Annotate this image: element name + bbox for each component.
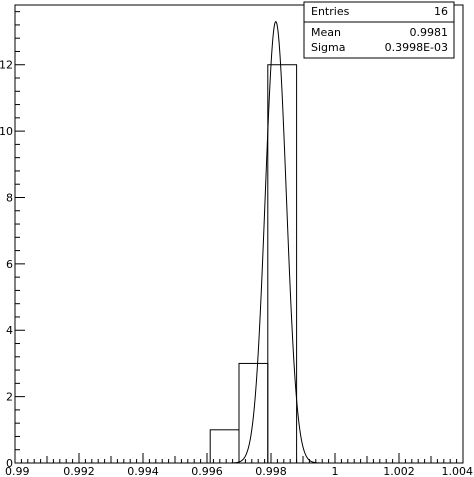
stats-box: Entries 16 Mean 0.9981 Sigma 0.3998E-03 <box>303 1 455 59</box>
y-tick-label: 2 <box>6 391 13 404</box>
y-tick-label: 6 <box>6 258 13 271</box>
y-tick-label: 10 <box>0 125 13 138</box>
x-tick-label: 0.992 <box>63 465 95 477</box>
entries-value: 16 <box>434 5 448 18</box>
sigma-label: Sigma <box>311 41 345 54</box>
x-tick-label: 0.998 <box>255 465 287 477</box>
y-tick-label: 12 <box>0 59 13 72</box>
stats-box-frame <box>303 1 455 59</box>
x-tick-label: 0.996 <box>191 465 223 477</box>
mean-label: Mean <box>311 26 341 39</box>
x-tick-label: 1 <box>332 465 339 477</box>
x-tick-label: 0.99 <box>5 465 30 477</box>
mean-value: 0.9981 <box>410 26 449 39</box>
x-tick-label: 1.004 <box>442 465 474 477</box>
x-tick-label: 1.002 <box>383 465 415 477</box>
y-tick-label: 4 <box>6 324 13 337</box>
gaussian-fit-curve <box>228 21 324 464</box>
entries-label: Entries <box>311 5 350 18</box>
histogram-bars <box>209 64 298 464</box>
y-tick-label: 0 <box>6 457 13 470</box>
x-tick-label: 0.994 <box>127 465 159 477</box>
sigma-value: 0.3998E-03 <box>385 41 448 54</box>
histogram-bar <box>267 64 298 464</box>
histogram-bar <box>209 429 240 464</box>
y-tick-label: 8 <box>6 191 13 204</box>
axes: 0.99 0.992 0.994 0.996 0.998 1 1.002 1.00402468… <box>0 11 474 477</box>
